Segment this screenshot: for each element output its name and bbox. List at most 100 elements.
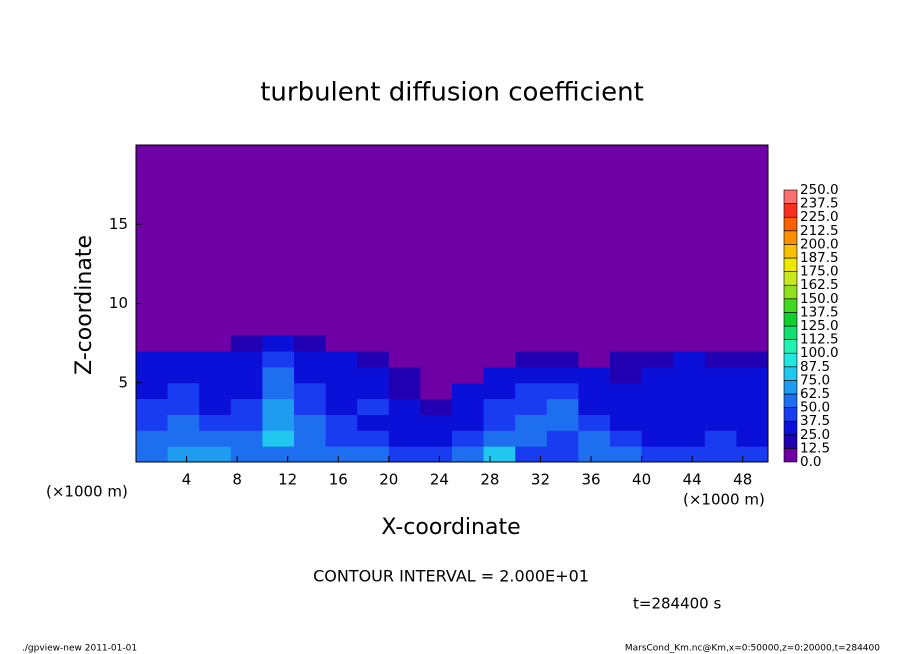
annotation: t=284400 s — [633, 595, 721, 613]
footer-left: ./gpview-new 2011-01-01 — [22, 644, 137, 654]
y-tick-label: 5 — [118, 373, 128, 391]
heat-cell — [483, 414, 516, 431]
colorbar-label: 225.0 — [800, 209, 839, 225]
heat-cell — [388, 446, 421, 463]
colorbar-label: 150.0 — [800, 291, 839, 307]
colorbar-label: 187.5 — [800, 250, 839, 266]
heat-cell — [262, 398, 295, 415]
heat-cell — [673, 366, 706, 384]
colorbar-box — [783, 257, 798, 272]
heat-cell — [199, 351, 232, 368]
x-tick-label: 36 — [581, 471, 600, 489]
heat-cell — [641, 382, 674, 400]
heat-cell — [452, 398, 485, 415]
colorbar-label: 12.5 — [800, 440, 830, 456]
heat-cell — [546, 446, 579, 463]
colorbar-label: 237.5 — [800, 196, 839, 212]
heat-cell — [199, 398, 232, 415]
colorbar-label: 175.0 — [800, 264, 839, 280]
heat-cell — [294, 430, 327, 447]
heat-cell — [673, 382, 706, 400]
heat-cell — [357, 335, 390, 352]
heat-cell — [136, 382, 169, 400]
colorbar-box — [783, 312, 798, 327]
heat-cell — [546, 366, 579, 384]
heat-cell — [704, 430, 737, 447]
heat-cell — [357, 366, 390, 384]
x-tick-label: 40 — [632, 471, 651, 489]
heat-cell — [420, 414, 453, 431]
heat-cell — [357, 446, 390, 463]
colorbar-box — [783, 366, 798, 381]
heat-cell — [388, 351, 421, 368]
heat-cell — [736, 398, 769, 415]
heat-cell — [641, 366, 674, 384]
heat-cell — [388, 430, 421, 447]
heat-cell — [610, 414, 643, 431]
colorbar-box — [783, 216, 798, 232]
heat-cell — [167, 398, 200, 415]
heat-cell — [736, 414, 769, 431]
x-tick-label: 44 — [683, 471, 702, 489]
x-tick-label: 8 — [232, 471, 242, 489]
heat-cell — [483, 430, 516, 447]
heat-cell — [136, 335, 169, 352]
heat-cell — [136, 414, 169, 431]
heat-cell — [388, 398, 421, 415]
colorbar-box — [783, 420, 798, 436]
heat-cell — [578, 382, 611, 400]
heat-cell — [325, 382, 358, 400]
heat-cell — [420, 446, 453, 463]
heat-cell — [452, 446, 485, 463]
heat-cell — [325, 351, 358, 368]
heat-cell — [452, 335, 485, 352]
colorbar-box — [783, 271, 798, 286]
colorbar-box — [783, 189, 798, 204]
heat-cell — [673, 351, 706, 368]
heat-cell — [199, 414, 232, 431]
heat-cell — [515, 446, 548, 463]
heat-cell — [673, 430, 706, 447]
y-tick-label: 15 — [109, 215, 128, 233]
x-tick-label: 48 — [733, 471, 752, 489]
heat-cell — [452, 382, 485, 400]
heat-cell — [136, 446, 169, 463]
heat-cell — [515, 366, 548, 384]
x-tick-label: 20 — [379, 471, 398, 489]
heat-cell — [515, 414, 548, 431]
heat-cell — [515, 382, 548, 400]
heat-cell — [452, 366, 485, 384]
heat-cell — [736, 366, 769, 384]
x-tick-label: 16 — [329, 471, 348, 489]
y-unit-label: (×1000 m) — [46, 483, 128, 501]
heat-cell — [546, 398, 579, 415]
heat-cell — [357, 382, 390, 400]
heat-cell — [515, 335, 548, 352]
heat-cell — [167, 351, 200, 368]
heat-cell — [704, 446, 737, 463]
heat-cell — [736, 430, 769, 447]
heat-cell — [736, 446, 769, 463]
heat-cell — [136, 366, 169, 384]
heat-cell — [294, 446, 327, 463]
colorbar-box — [783, 380, 798, 395]
heat-cell — [546, 335, 579, 352]
heat-cell — [641, 351, 674, 368]
heat-cell — [610, 351, 643, 368]
heat-cell — [483, 351, 516, 368]
heat-cell — [578, 366, 611, 384]
heat-cell — [262, 335, 295, 352]
heat-cell — [294, 398, 327, 415]
heat-cell — [483, 366, 516, 384]
heat-cell — [578, 351, 611, 368]
colorbar-label: 25.0 — [800, 427, 830, 443]
colorbar-label: 162.5 — [800, 277, 839, 293]
heat-cell — [294, 351, 327, 368]
heat-cell — [294, 366, 327, 384]
heat-cell — [641, 446, 674, 463]
heat-cell — [199, 366, 232, 384]
heat-cell — [357, 414, 390, 431]
heat-cell — [199, 430, 232, 447]
heat-cell — [736, 351, 769, 368]
